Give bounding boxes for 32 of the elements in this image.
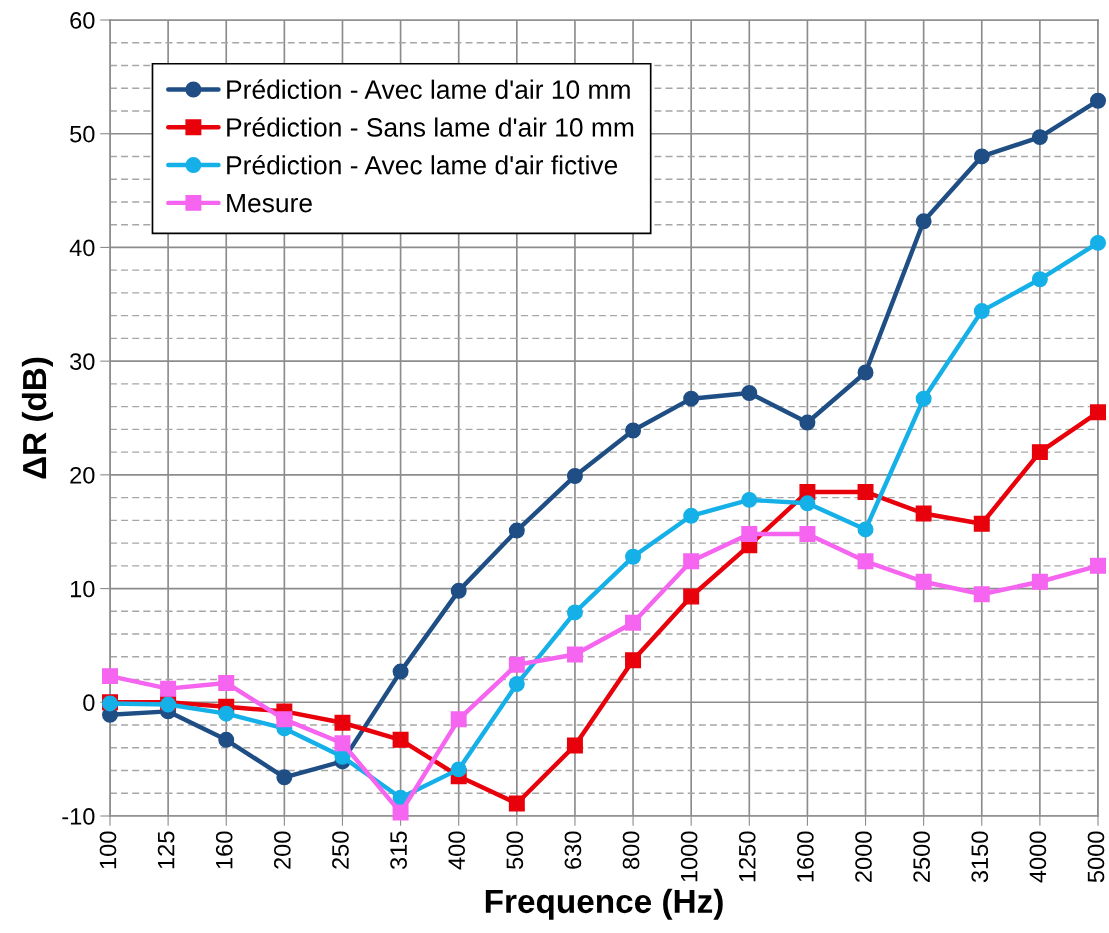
x-tick-label: 250 (332, 831, 349, 869)
y-tick-label: 40 (69, 239, 95, 257)
x-tick-label: 2500 (913, 831, 930, 882)
x-tick-label: 1600 (797, 831, 814, 882)
y-tick-label: 0 (83, 694, 95, 712)
y-axis-title: ΔR (dB) (21, 357, 53, 479)
legend-label: Prédiction - Avec lame d'air 10 mm (227, 79, 630, 99)
x-tick-label: 1000 (680, 831, 698, 882)
y-tick-label: 50 (70, 125, 95, 143)
x-tick-label: 400 (448, 831, 466, 870)
x-tick-label: 1250 (738, 831, 756, 882)
x-tick-label: 2000 (855, 831, 872, 882)
x-tick-label: 125 (157, 831, 175, 869)
x-tick-label: 800 (622, 831, 640, 869)
y-tick-label: 10 (70, 580, 95, 598)
x-axis-title: Frequence (Hz) (485, 888, 723, 920)
x-tick-label: 160 (215, 831, 233, 869)
legend-label: Mesure (227, 193, 312, 213)
x-tick-label: 100 (99, 831, 117, 869)
legend-label: Prédiction - Sans lame d'air 10 mm (227, 117, 634, 137)
x-tick-label: 200 (273, 831, 291, 869)
x-tick-label: 315 (390, 831, 407, 870)
y-tick-label: 30 (70, 353, 95, 370)
x-tick-label: 5000 (1087, 831, 1105, 883)
x-tick-label: 3150 (971, 831, 989, 883)
x-tick-label: 4000 (1029, 831, 1047, 883)
legend-label: Prédiction - Avec lame d'air fictive (227, 154, 618, 175)
y-tick-label: 20 (70, 466, 95, 484)
y-tick-label: 60 (70, 12, 95, 29)
y-tick-label: -10 (62, 808, 95, 825)
x-tick-label: 500 (506, 831, 524, 870)
x-tick-label: 630 (564, 831, 582, 869)
